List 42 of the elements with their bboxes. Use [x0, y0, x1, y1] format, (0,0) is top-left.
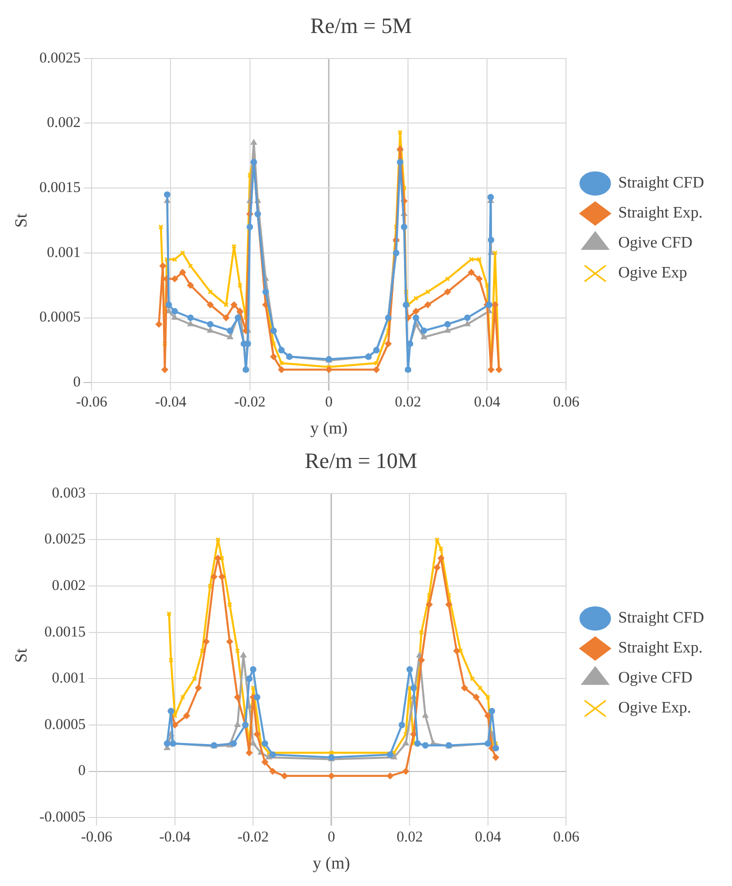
y-axis-title: St	[12, 213, 31, 228]
legend-label: Ogive CFD	[618, 234, 692, 252]
y-tick-label: 0.0015	[39, 180, 81, 196]
chart-title: Re/m = 5M	[310, 12, 412, 38]
y-tick-label: 0.0025	[44, 532, 86, 548]
x-axis-title: y (m)	[312, 853, 350, 872]
y-tick-label: 0	[78, 763, 86, 780]
x-tick-label: 0.02	[396, 830, 423, 846]
x-axis-title: y (m)	[310, 418, 348, 438]
legend-label: Straight Exp.	[618, 640, 703, 657]
y-tick-label: 0.0015	[44, 624, 86, 640]
x-tick-label: -0.06	[81, 830, 113, 846]
x-tick-label: -0.04	[155, 394, 187, 411]
x-tick-label: -0.02	[238, 830, 269, 846]
legend-label: Ogive Exp.	[618, 700, 692, 717]
y-tick-label: 0.001	[46, 244, 81, 261]
x-tick-label: -0.02	[234, 394, 266, 411]
y-axis-title: St	[12, 648, 31, 663]
legend-label: Straight Exp.	[618, 204, 703, 222]
x-tick-label: 0.02	[394, 394, 422, 411]
legend-label: Ogive CFD	[618, 670, 692, 687]
x-tick-label: 0.06	[553, 394, 580, 411]
y-tick-label: 0.0005	[44, 716, 86, 733]
y-tick-label: 0.002	[52, 578, 86, 594]
x-tick-label: 0	[325, 394, 333, 411]
y-tick-label: 0.001	[52, 670, 86, 687]
y-tick-label: -0.0005	[39, 810, 86, 826]
y-tick-label: 0.0005	[39, 310, 81, 326]
x-tick-label: -0.06	[76, 394, 108, 411]
y-tick-label: 0.0025	[39, 50, 81, 66]
legend-label: Straight CFD	[618, 174, 704, 192]
y-tick-label: 0	[73, 374, 81, 391]
x-tick-label: 0.04	[474, 830, 502, 846]
legend-label: Straight CFD	[618, 610, 704, 627]
y-tick-label: 0.002	[46, 115, 81, 132]
x-tick-label: 0.04	[474, 394, 501, 411]
x-tick-label: 0.06	[553, 830, 580, 846]
y-tick-label: 0.003	[52, 485, 86, 502]
chart-title: Re/m = 10M	[304, 448, 418, 473]
legend-label: Ogive Exp	[618, 264, 688, 282]
x-tick-label: 0	[328, 830, 336, 846]
x-tick-label: -0.04	[159, 830, 192, 846]
